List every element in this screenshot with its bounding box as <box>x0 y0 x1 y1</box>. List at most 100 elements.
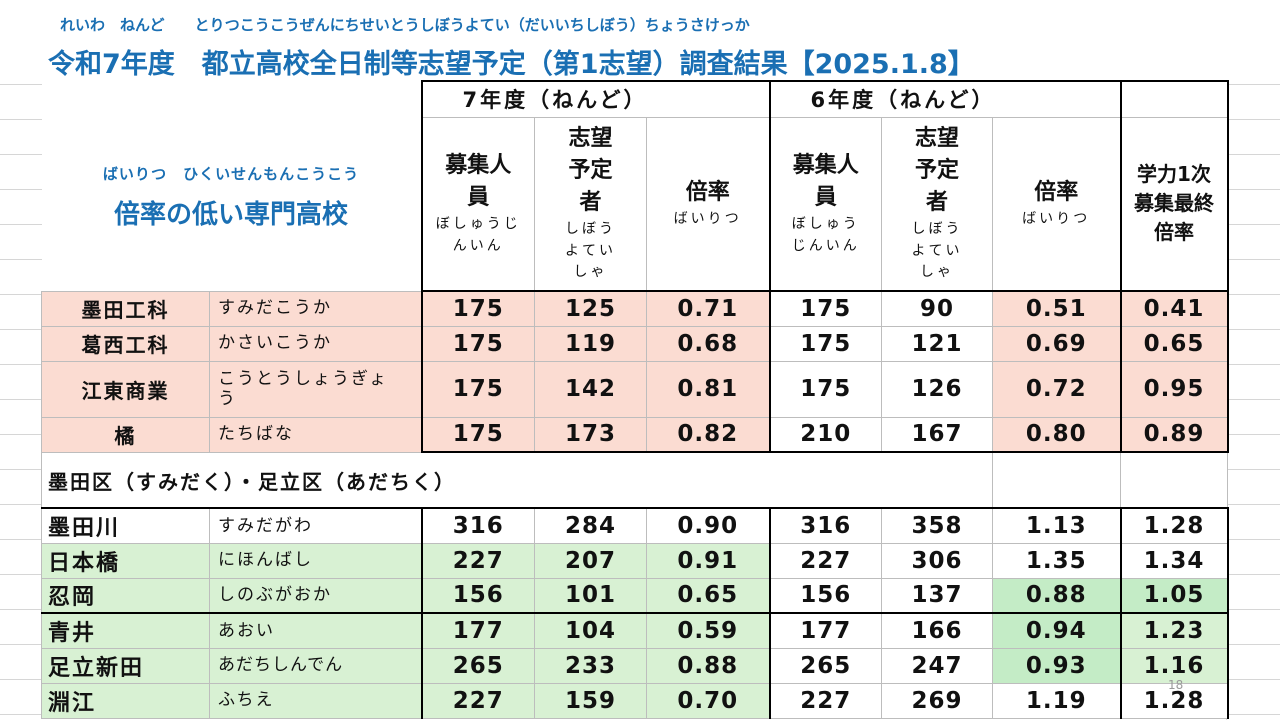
applicants-7: 104 <box>534 612 647 649</box>
header-ratio-7: 倍率 ばいりつ <box>646 116 770 292</box>
ratio-7: 0.81 <box>646 360 770 418</box>
final-ratio: 0.41 <box>1119 290 1229 327</box>
header-ratio-kana: ばいりつ <box>1022 210 1091 227</box>
final-ratio: 1.16 <box>1119 647 1229 684</box>
ratio-7: 0.90 <box>646 507 770 544</box>
header-recruit-6: 募集人員 ぼしゅうじんいん <box>768 116 882 292</box>
recruit-6: 227 <box>768 542 882 579</box>
recruit-7: 227 <box>420 542 535 579</box>
recruit-7: 156 <box>420 577 535 614</box>
school-kana: しのぶがおか <box>209 577 422 614</box>
table-row: 墨田工科 すみだこうか 175 125 0.71 175 90 0.51 0.4… <box>41 290 1229 327</box>
school-name: 墨田川 <box>41 507 210 544</box>
recruit-6: 265 <box>768 647 882 684</box>
header-ratio-kana: ばいりつ <box>673 210 742 227</box>
final-ratio: 1.28 <box>1119 682 1229 719</box>
ratio-7: 0.88 <box>646 647 770 684</box>
applicants-7: 207 <box>534 542 647 579</box>
ratio-6: 0.69 <box>992 325 1121 362</box>
school-kana: すみだこうか <box>209 290 422 327</box>
school-kana: かさいこうか <box>209 325 422 362</box>
recruit-7: 227 <box>420 682 535 719</box>
recruit-6: 175 <box>768 325 882 362</box>
header-recruit-7: 募集人員 ぼしゅうじんいん <box>420 116 535 292</box>
school-kana: にほんばし <box>209 542 422 579</box>
recruit-7: 175 <box>420 416 535 453</box>
final-ratio: 0.95 <box>1119 360 1229 418</box>
final-ratio: 0.89 <box>1119 416 1229 453</box>
recruit-6: 227 <box>768 682 882 719</box>
recruit-6: 210 <box>768 416 882 453</box>
header-ratio-label: 倍率 <box>1034 179 1079 205</box>
table-row: 江東商業 こうとうしょうぎょう 175 142 0.81 175 126 0.7… <box>41 360 1229 418</box>
header-recruit-kana: ぼしゅうじんいん <box>435 215 521 254</box>
school-name: 青井 <box>41 612 210 649</box>
ratio-6: 1.19 <box>992 682 1121 719</box>
school-kana: たちばな <box>209 416 422 453</box>
blank-cell <box>992 451 1121 509</box>
school-name: 忍岡 <box>41 577 210 614</box>
applicants-7: 125 <box>534 290 647 327</box>
ratio-6: 0.51 <box>992 290 1121 327</box>
final-ratio: 1.28 <box>1119 507 1229 544</box>
header-ratio-6: 倍率 ばいりつ <box>992 116 1121 292</box>
header-final-label: 学力1次募集最終倍率 <box>1134 162 1214 245</box>
school-name: 江東商業 <box>41 360 210 418</box>
applicants-7: 284 <box>534 507 647 544</box>
section-label: 墨田区（すみだく）・足立区（あだちく） <box>41 451 993 509</box>
school-kana: すみだがわ <box>209 507 422 544</box>
header-applicants-6: 志望予定者 しぼうよていしゃ <box>881 116 993 292</box>
header-applicants-kana: しぼうよていしゃ <box>911 221 963 281</box>
school-name: 淵江 <box>41 682 210 719</box>
section-row: 墨田区（すみだく）・足立区（あだちく） <box>41 451 1228 509</box>
applicants-7: 119 <box>534 325 647 362</box>
school-name: 墨田工科 <box>41 290 210 327</box>
ratio-6: 0.80 <box>992 416 1121 453</box>
header-recruit-label: 募集人員 <box>445 153 512 211</box>
ratio-7: 0.82 <box>646 416 770 453</box>
applicants-6: 306 <box>881 542 993 579</box>
side-title-cell: ばいりつ ひくいせんもんこうこう 倍率の低い専門高校 <box>41 81 422 291</box>
table-row: 青井 あおい 177 104 0.59 177 166 0.94 1.23 <box>41 612 1229 649</box>
school-name: 日本橋 <box>41 542 210 579</box>
school-name: 足立新田 <box>41 647 210 684</box>
applicants-6: 167 <box>881 416 993 453</box>
final-ratio: 1.34 <box>1119 542 1229 579</box>
ratio-6: 0.93 <box>992 647 1121 684</box>
applicants-7: 173 <box>534 416 647 453</box>
header-recruit-kana: ぼしゅうじんいん <box>791 215 860 254</box>
header-applicants-label: 志望予定者 <box>914 126 959 216</box>
school-kana: こうとうしょうぎょう <box>209 360 422 418</box>
school-name: 葛西工科 <box>41 325 210 362</box>
school-kana-text: こうとうしょうぎょう <box>218 368 389 409</box>
page-title: 令和7年度 都立高校全日制等志望予定（第1志望）調査結果【2025.1.8】 <box>48 49 975 80</box>
recruit-7: 175 <box>420 360 535 418</box>
recruit-7: 316 <box>420 507 535 544</box>
applicants-6: 121 <box>881 325 993 362</box>
blank-cell <box>1120 451 1228 509</box>
school-kana: あだちしんでん <box>209 647 422 684</box>
header-applicants-kana: しぼうよていしゃ <box>565 221 616 281</box>
side-title: 倍率の低い専門高校 <box>113 199 348 230</box>
header-final-ratio: 学力1次募集最終倍率 <box>1119 116 1229 292</box>
table-row: 墨田川 すみだがわ 316 284 0.90 316 358 1.13 1.28 <box>41 507 1229 544</box>
ratio-7: 0.70 <box>646 682 770 719</box>
recruit-6: 175 <box>768 290 882 327</box>
recruit-7: 175 <box>420 325 535 362</box>
final-ratio: 0.65 <box>1119 325 1229 362</box>
header-applicants-7: 志望予定者 しぼうよていしゃ <box>534 116 647 292</box>
applicants-7: 142 <box>534 360 647 418</box>
recruit-7: 177 <box>420 612 535 649</box>
results-table: ばいりつ ひくいせんもんこうこう 倍率の低い専門高校 7年度（ねんど） 6年度（… <box>41 80 1229 719</box>
recruit-7: 265 <box>420 647 535 684</box>
header-ratio-label: 倍率 <box>685 179 730 205</box>
header-year-6: 6年度（ねんど） <box>768 80 1121 118</box>
applicants-6: 90 <box>881 290 993 327</box>
applicants-6: 247 <box>881 647 993 684</box>
school-name: 橘 <box>41 416 210 453</box>
header-year-7: 7年度（ねんど） <box>420 80 770 118</box>
final-ratio: 1.23 <box>1119 612 1229 649</box>
recruit-7: 175 <box>420 290 535 327</box>
table-row: 足立新田 あだちしんでん 265 233 0.88 265 247 0.93 1… <box>41 647 1229 684</box>
ratio-7: 0.59 <box>646 612 770 649</box>
